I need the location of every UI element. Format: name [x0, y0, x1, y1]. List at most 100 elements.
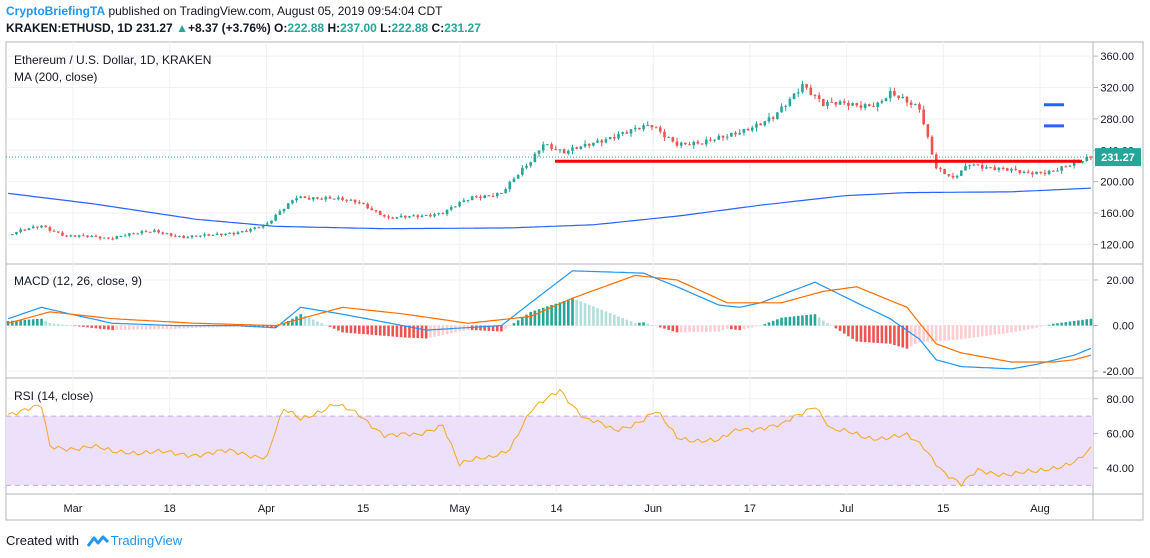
candle-body	[596, 140, 599, 143]
candle-body	[123, 235, 127, 237]
candle-body	[838, 101, 842, 105]
candle-body	[399, 215, 403, 218]
candle-body	[943, 168, 946, 175]
candle-body	[529, 162, 532, 166]
macd-histogram-bar	[817, 317, 821, 326]
candle-body	[31, 226, 35, 229]
macd-histogram-bar	[947, 325, 951, 341]
candle-body	[479, 196, 482, 199]
macd-histogram-bar	[475, 325, 478, 331]
candle-body	[822, 99, 825, 107]
candle-body	[968, 165, 971, 167]
macd-histogram-bar	[445, 325, 449, 335]
open-label: O:	[274, 21, 288, 35]
macd-histogram-bar	[86, 325, 89, 328]
macd-histogram-bar	[692, 325, 696, 333]
macd-histogram-bar	[1085, 319, 1089, 326]
macd-histogram-bar	[504, 325, 507, 329]
macd-histogram-bar	[859, 325, 863, 342]
macd-histogram-bar	[48, 322, 52, 326]
candle-body	[658, 127, 662, 132]
macd-histogram-bar	[934, 325, 938, 342]
macd-signal-line	[7, 274, 1092, 363]
last-price: 231.27	[136, 21, 173, 35]
candle-body	[759, 123, 762, 126]
macd-histogram-bar	[165, 325, 169, 330]
macd-histogram-bar	[77, 325, 81, 327]
candle-body	[437, 213, 441, 215]
candle-body	[746, 128, 750, 131]
candle-body	[604, 139, 608, 143]
candle-body	[345, 199, 349, 201]
candle-body	[257, 227, 261, 229]
candle-body	[650, 125, 654, 128]
macd-histogram-bar	[345, 325, 349, 333]
macd-histogram-bar	[1072, 321, 1076, 326]
candle-body	[491, 195, 495, 197]
candle-body	[391, 217, 395, 219]
macd-histogram-bar	[796, 315, 800, 326]
candle-body	[316, 197, 319, 199]
candle-body	[73, 235, 77, 237]
macd-histogram-bar	[575, 299, 578, 326]
macd-histogram-bar	[429, 325, 432, 338]
author-link[interactable]: CryptoBriefingTA	[6, 4, 106, 18]
macd-histogram-bar	[847, 325, 850, 337]
macd-histogram-bar	[73, 325, 77, 327]
candle-body	[813, 94, 817, 96]
macd-histogram-bar	[437, 325, 441, 336]
macd-histogram-bar	[730, 325, 733, 330]
x-tick-label: 18	[164, 503, 176, 515]
candle-body	[412, 215, 415, 217]
macd-histogram-bar	[1047, 324, 1051, 326]
candle-body	[429, 214, 432, 217]
last-price-tag-label: 231.27	[1101, 152, 1135, 164]
candle-body	[1031, 172, 1034, 175]
macd-histogram-bar	[876, 325, 879, 343]
candle-body	[918, 104, 921, 110]
candle-body	[663, 131, 666, 138]
macd-histogram-bar	[780, 317, 783, 326]
macd-histogram-bar	[554, 303, 558, 326]
publish-info: CryptoBriefingTA published on TradingVie…	[6, 4, 442, 18]
candle-body	[897, 95, 900, 99]
macd-histogram-bar	[855, 325, 859, 342]
candle-body	[291, 200, 294, 204]
candle-body	[295, 197, 298, 201]
macd-histogram-bar	[776, 319, 779, 326]
candle-body	[1010, 168, 1013, 171]
macd-histogram-bar	[897, 325, 900, 347]
candle-body	[633, 127, 637, 130]
macd-histogram-bar	[918, 325, 921, 342]
macd-histogram-bar	[801, 315, 804, 326]
y-tick-label: 160.00	[1100, 208, 1134, 220]
candle-body	[475, 196, 478, 198]
macd-histogram-bar	[190, 325, 194, 329]
macd-histogram-bar	[495, 325, 499, 332]
candle-body	[947, 174, 951, 176]
y-tick-label: 20.00	[1106, 275, 1134, 287]
candle-body	[286, 203, 290, 209]
candle-body	[307, 198, 311, 200]
macd-histogram-bar	[182, 325, 185, 329]
publish-text: published on TradingView.com, August 05,…	[108, 4, 443, 18]
candle-body	[1072, 161, 1076, 166]
macd-histogram-bar	[650, 324, 654, 326]
candle-body	[387, 216, 390, 218]
candle-body	[684, 142, 687, 145]
candle-body	[876, 102, 879, 107]
candle-body	[245, 230, 248, 232]
candle-body	[52, 230, 56, 232]
macd-histogram-bar	[842, 325, 846, 334]
macd-histogram-bar	[537, 309, 541, 326]
tradingview-brand[interactable]: TradingView	[110, 533, 183, 548]
candle-body	[893, 91, 896, 96]
candle-body	[880, 101, 884, 103]
macd-histogram-bar	[169, 325, 173, 330]
candle-body	[1005, 168, 1009, 171]
candle-body	[378, 210, 382, 215]
candle-body	[36, 226, 39, 228]
candle-body	[19, 229, 22, 233]
candle-body	[638, 127, 641, 130]
